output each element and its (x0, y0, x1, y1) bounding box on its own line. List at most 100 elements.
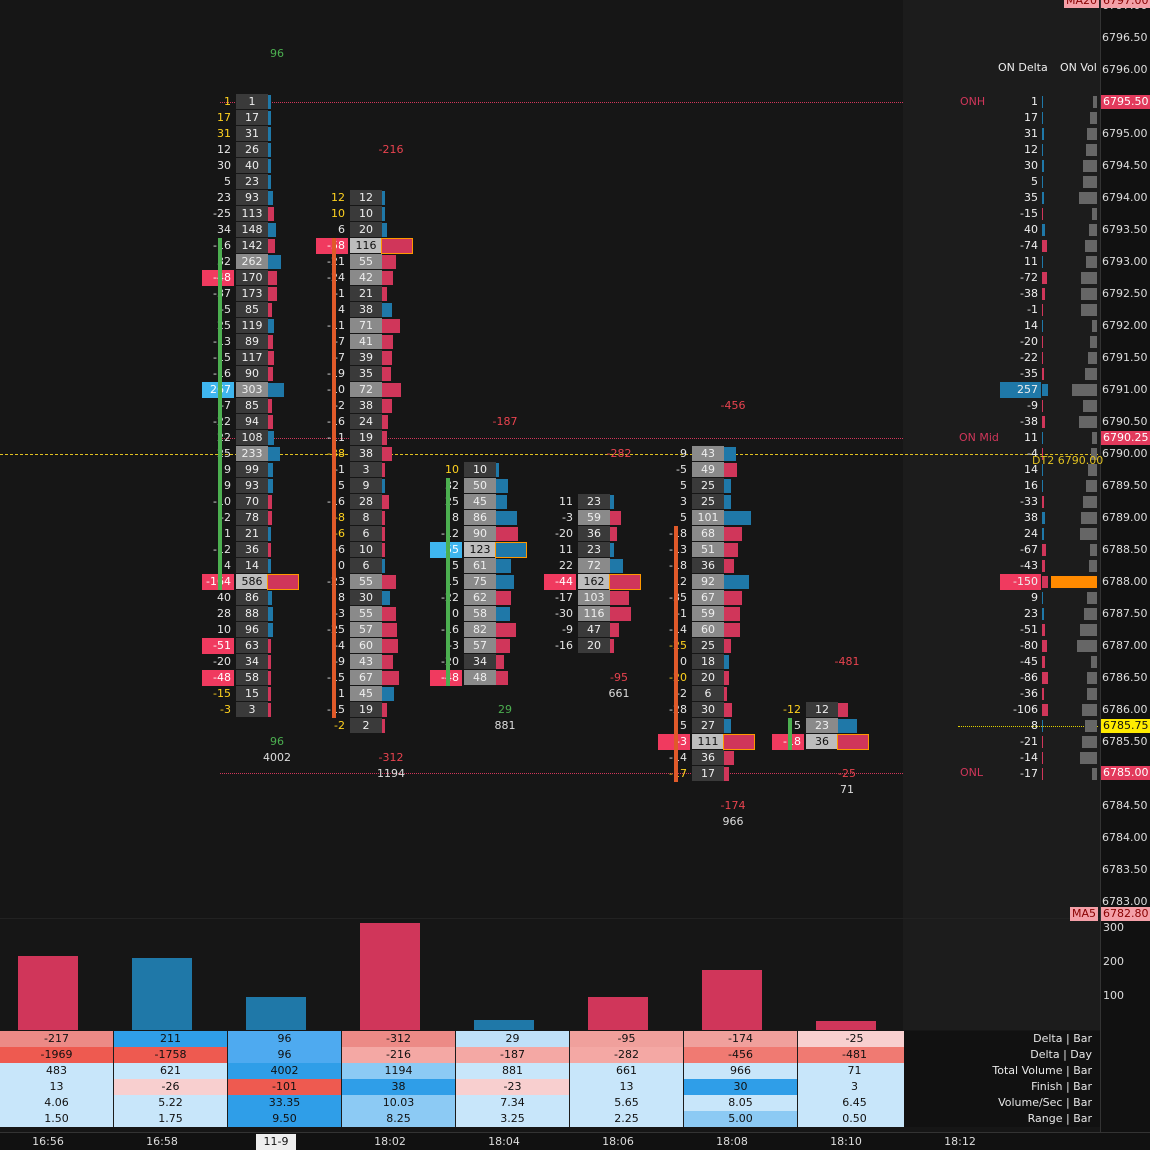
price-tick-label: 6786.00 (1102, 703, 1148, 716)
volume-cell: 43 (350, 654, 382, 670)
stats-cell: -95 (570, 1031, 684, 1047)
on-vol-bar (1090, 112, 1097, 124)
volume-histogram-bar (268, 207, 274, 221)
volume-histogram-bar (496, 655, 504, 669)
time-tick-label: 18:06 (602, 1135, 634, 1148)
vol-tick-300: 300 (1103, 921, 1124, 934)
volume-histogram-bar (724, 607, 740, 621)
delta-cell: -15 (213, 351, 231, 364)
onmid-label: ON Mid (959, 431, 999, 444)
delta-cell: 0 (338, 559, 345, 572)
volume-bar (18, 956, 78, 1030)
volume-histogram-bar (838, 703, 848, 717)
volume-histogram-bar (724, 703, 732, 717)
volume-cell: 119 (236, 318, 268, 334)
delta-cell: -3 (448, 639, 459, 652)
volume-cell: 71 (350, 318, 382, 334)
volume-histogram-bar (610, 559, 623, 573)
price-tick-label: 6786.50 (1102, 671, 1148, 684)
profile-delta-cell: 5 (1031, 175, 1038, 188)
delta-cell: 11 (559, 543, 573, 556)
volume-cell: 86 (236, 590, 268, 606)
volume-cell: 70 (236, 494, 268, 510)
volume-histogram-bar (382, 543, 385, 557)
bar-delta-label: 96 (270, 735, 284, 748)
volume-cell: 94 (236, 414, 268, 430)
delta-cell: -23 (327, 575, 345, 588)
stats-cell: -1969 (0, 1047, 114, 1063)
delta-cell: -2 (676, 687, 687, 700)
volume-cell: 72 (350, 382, 382, 398)
volume-cell: 36 (692, 558, 724, 574)
volume-pane-divider (0, 918, 1100, 919)
volume-histogram-bar (724, 719, 731, 733)
dt2-text: DT2 (1032, 454, 1055, 467)
volume-cell: 60 (692, 622, 724, 638)
delta-cell: -7 (220, 399, 231, 412)
delta-cell: 40 (217, 591, 231, 604)
volume-histogram-bar (268, 271, 277, 285)
stats-cell: 4.06 (0, 1095, 114, 1111)
on-vol-bar (1083, 176, 1097, 188)
volume-bar (702, 970, 762, 1030)
last-price-tag: 6785.75 (1101, 719, 1150, 733)
delta-cell: 3 (680, 495, 687, 508)
delta-cell: -20 (669, 671, 687, 684)
volume-cell: 142 (236, 238, 268, 254)
on-delta-header: ON Delta (998, 61, 1048, 74)
volume-histogram-bar (267, 574, 299, 590)
on-vol-bar (1086, 256, 1097, 268)
dt2-line (0, 454, 1098, 455)
volume-histogram-bar (382, 623, 397, 637)
delta-cell: -16 (327, 495, 345, 508)
stats-table: -217 211 96 -312 29 -95 -174 -25 Delta | Bar -196… (0, 1031, 1100, 1127)
delta-cell: 17 (217, 111, 231, 124)
profile-delta-cell: -45 (1020, 655, 1038, 668)
stats-cell: 38 (342, 1079, 456, 1095)
profile-delta-cell: 40 (1024, 223, 1038, 236)
delta-cell: -24 (327, 271, 345, 284)
volume-histogram-bar (268, 175, 271, 189)
price-tick-label: 6794.00 (1102, 191, 1148, 204)
volume-histogram-bar (268, 687, 271, 701)
stats-cell: -312 (342, 1031, 456, 1047)
volume-cell: 57 (464, 638, 496, 654)
delta-cell: 8 (452, 511, 459, 524)
profile-delta-cell: -43 (1020, 559, 1038, 572)
volume-cell: 27 (692, 718, 724, 734)
volume-histogram-bar (268, 239, 275, 253)
stats-cell: 6.45 (798, 1095, 912, 1111)
price-axis[interactable] (1100, 0, 1150, 1132)
volume-cell: 68 (692, 526, 724, 542)
profile-delta-cell: -4 (1027, 447, 1038, 460)
profile-delta-cell: -1 (1027, 303, 1038, 316)
bar-delta-label: -95 (610, 671, 628, 684)
volume-cell: 6 (350, 526, 382, 542)
volume-histogram-bar (724, 511, 751, 525)
price-tick-label: 6792.50 (1102, 287, 1148, 300)
volume-cell: 59 (578, 510, 610, 526)
volume-histogram-bar (382, 463, 385, 477)
ma20-price-tag: 6797.00 (1101, 0, 1150, 8)
volume-histogram-bar (610, 527, 617, 541)
volume-cell: 1 (236, 94, 268, 110)
volume-bar (246, 997, 306, 1030)
volume-cell: 19 (350, 702, 382, 718)
volume-histogram-bar (382, 447, 392, 461)
stats-cell: -216 (342, 1047, 456, 1063)
delta-cell: -3 (220, 703, 231, 716)
on-vol-bar (1091, 656, 1097, 668)
volume-histogram-bar (268, 143, 271, 157)
volume-histogram-bar (496, 591, 511, 605)
volume-cell: 61 (464, 558, 496, 574)
delta-cell: 5 (452, 559, 459, 572)
delta-cell: -14 (669, 623, 687, 636)
volume-histogram-bar (382, 383, 401, 397)
delta-cell: -13 (669, 543, 687, 556)
volume-histogram-bar (610, 639, 614, 653)
volume-cell: 31 (236, 126, 268, 142)
volume-histogram-bar (382, 719, 385, 733)
volume-cell: 90 (236, 366, 268, 382)
on-vol-bar (1092, 432, 1097, 444)
